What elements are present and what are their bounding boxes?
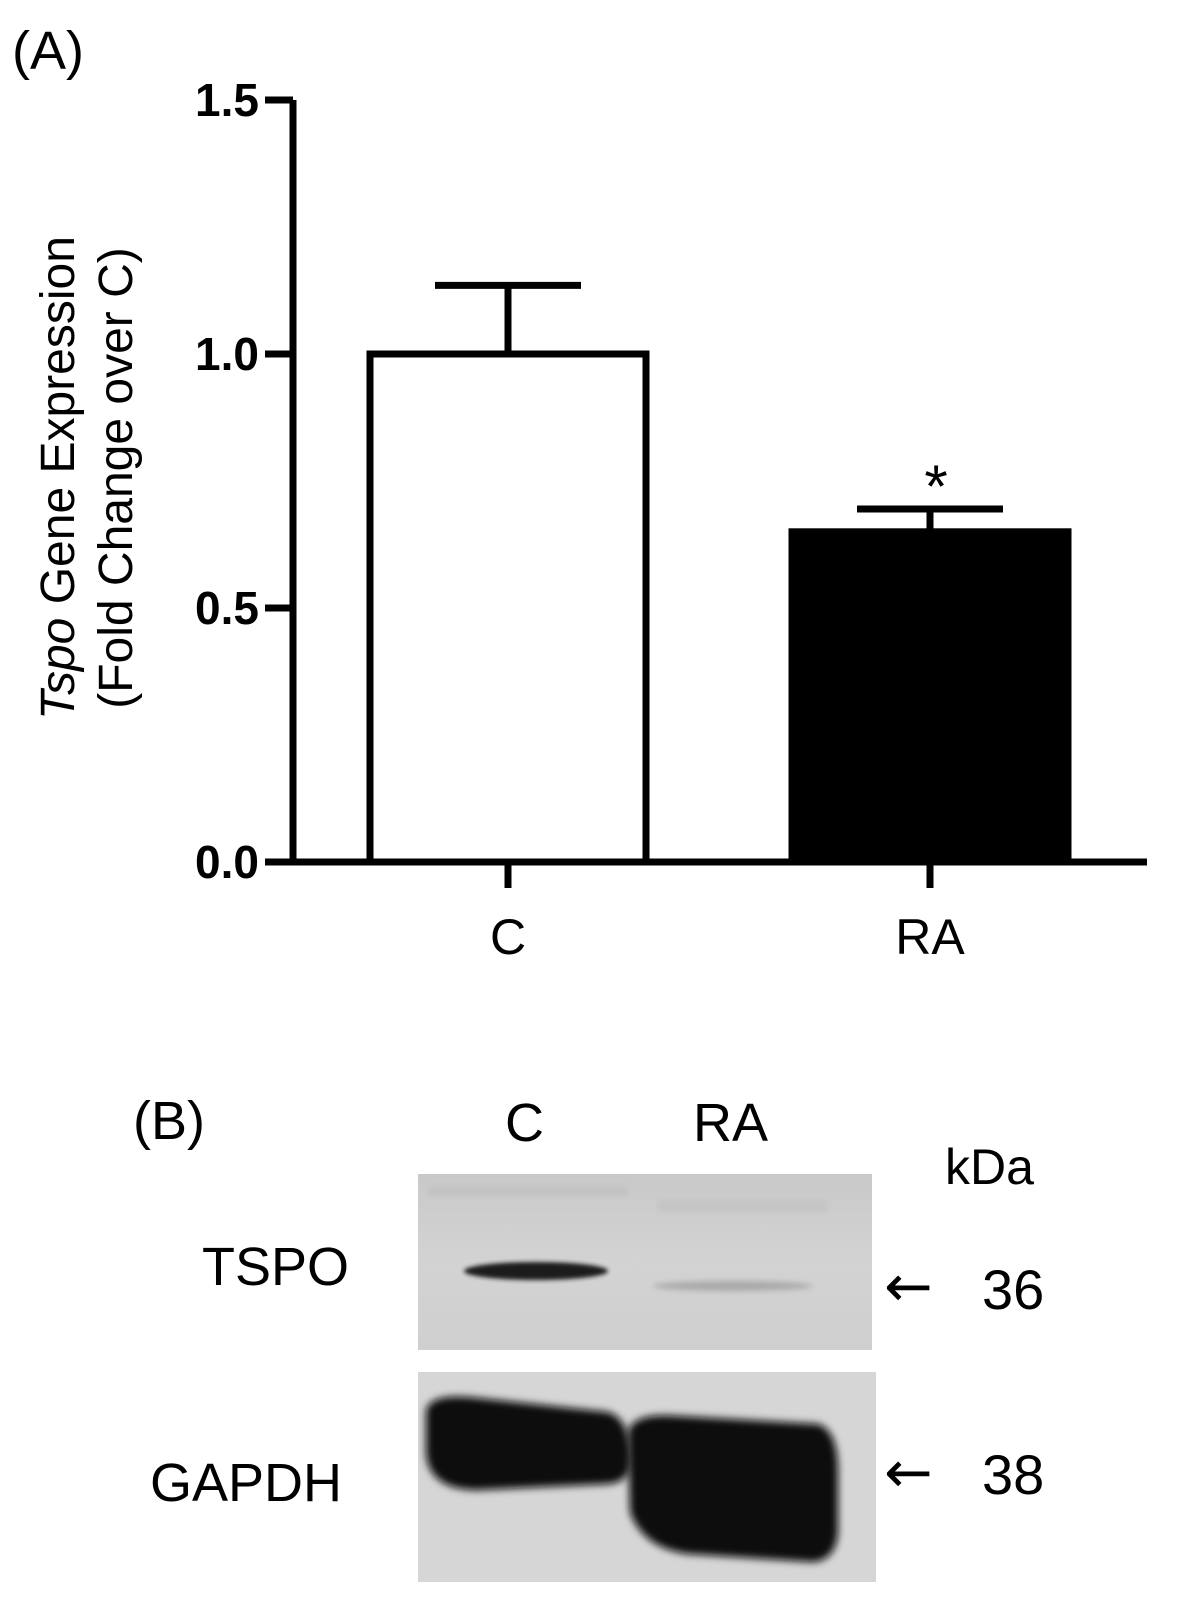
tspo-blot [418,1174,872,1350]
panel-b-label: (B) [133,1091,205,1151]
protein-label-gapdh: GAPDH [150,1453,343,1513]
protein-label-tspo: TSPO [202,1237,350,1297]
bar-chart: 0.0 0.5 1.0 1.5 Tspo Gene Expression (Fold Ch… [32,74,1147,965]
kda-label: kDa [945,1139,1034,1195]
gapdh-band-ra [628,1415,838,1562]
bar-c [366,350,650,866]
panel-a-label: (A) [12,21,84,81]
lane-label-c: C [505,1093,544,1153]
y-axis-label-line1: Tspo Gene Expression [32,236,85,720]
lane-label-ra: RA [693,1093,769,1153]
x-tick-label-ra: RA [895,909,965,965]
y-axis-label: Tspo Gene Expression (Fold Change over C) [32,236,143,720]
y-tick-label: 1.5 [195,74,259,126]
y-axis-label-line2: (Fold Change over C) [90,247,143,709]
tspo-band-c [464,1262,608,1280]
y-axis-label-rest: Gene Expression [32,236,85,618]
x-tick-label-c: C [490,909,526,965]
gapdh-band-c [426,1396,631,1490]
gapdh-blot [418,1372,876,1582]
tspo-mw-label: 36 [982,1258,1045,1321]
gapdh-mw-label: 38 [982,1443,1045,1506]
tspo-arrow-icon: ← [884,1252,933,1320]
gapdh-arrow-icon: ← [884,1438,933,1506]
y-tick-label: 0.5 [195,582,259,634]
y-tick-label: 1.0 [195,328,259,380]
tspo-band-ra [653,1281,813,1291]
y-axis-label-gene: Tspo [32,618,85,720]
bar-ra [788,528,1072,866]
y-tick-label: 0.0 [195,836,259,888]
significance-marker: * [924,453,947,520]
